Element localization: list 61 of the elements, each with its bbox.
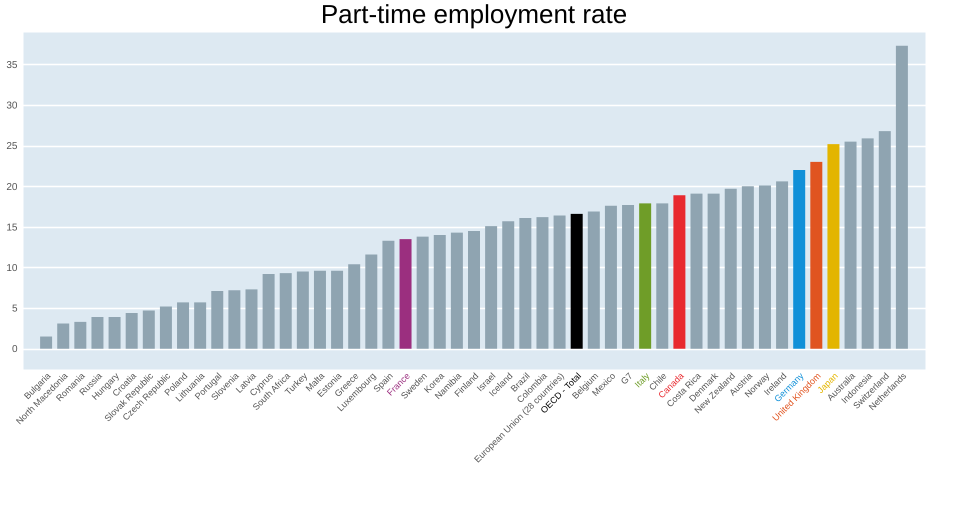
bar [570,214,583,349]
bar [896,46,908,349]
y-tick-label: 25 [6,141,18,152]
bar [639,203,652,349]
bar [536,217,548,349]
bar [878,131,891,349]
y-tick-label: 0 [12,344,18,356]
bar [450,232,463,349]
bar [57,324,70,349]
bar [434,235,446,349]
bar [776,181,788,349]
bar [742,186,754,349]
bar [126,312,138,349]
bar [245,289,258,349]
bar [296,272,309,349]
bar [365,254,378,349]
bar [502,221,514,349]
bar [314,270,326,349]
bar [194,302,206,349]
bar [604,206,617,349]
bar [400,239,412,349]
bar [673,195,686,349]
bar [74,322,86,349]
bar [656,203,668,349]
x-tick-label: G7 [618,370,634,386]
y-tick-label: 20 [6,182,18,193]
bar [142,310,155,349]
bar [382,240,394,349]
bar [108,317,121,349]
bar [827,144,840,349]
bar [468,230,480,349]
bar [262,274,275,349]
bar [588,211,600,349]
bar [519,218,532,349]
y-tick-label: 15 [6,222,18,234]
bar [211,291,224,349]
bar [554,216,566,349]
bar [348,264,360,349]
bar [331,270,344,349]
bar [810,162,822,349]
bar [91,317,104,349]
bar [690,194,703,349]
bar [724,188,737,349]
bar [485,226,498,349]
y-tick-label: 35 [6,60,18,71]
bar [280,273,292,349]
y-tick-label: 10 [6,262,18,274]
bar [177,302,190,349]
y-tick-label: 30 [6,100,18,112]
chart-title: Part-time employment rate [320,0,628,29]
bar [862,138,874,349]
bar [708,194,720,349]
bar [844,142,857,349]
bar [40,336,52,349]
bar [622,204,634,349]
bar [758,185,771,349]
bar [793,170,806,349]
y-tick-label: 5 [12,304,18,315]
bar [228,290,240,349]
bar [416,236,429,349]
bar [160,306,172,349]
